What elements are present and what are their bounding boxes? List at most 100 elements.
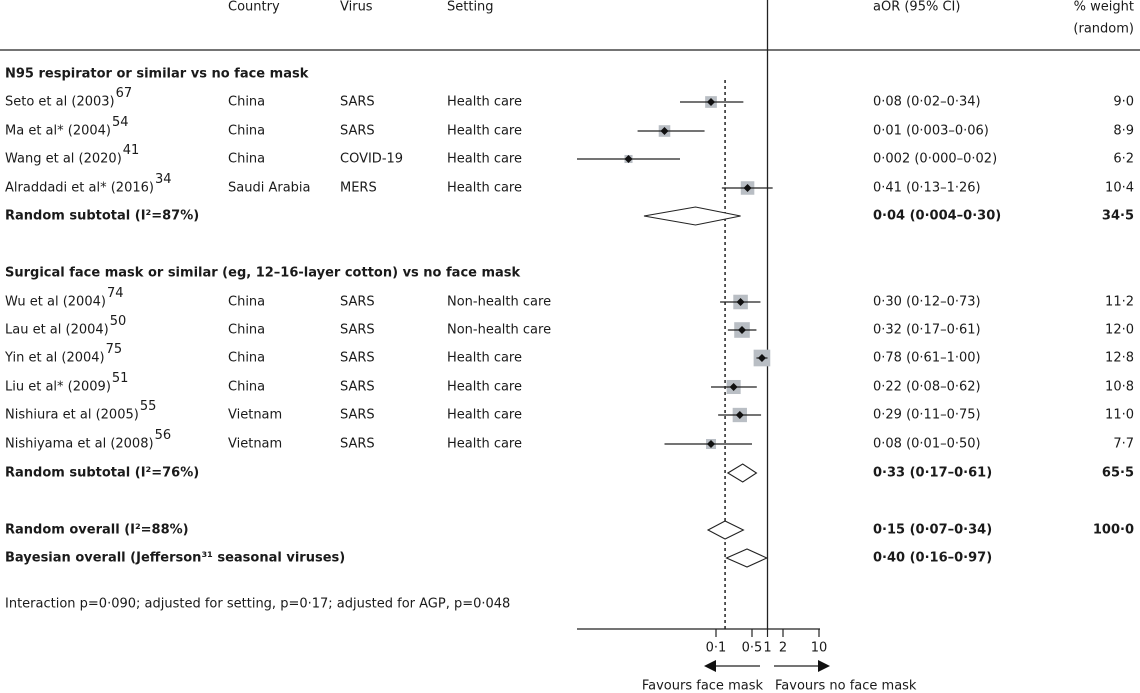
- study-ref: 50: [110, 314, 127, 329]
- study-virus: SARS: [340, 295, 375, 310]
- study-ref: 34: [155, 172, 172, 187]
- study-weight: 12·8: [1105, 351, 1134, 366]
- study-aor-ci: 0·78 (0·61–1·00): [873, 351, 981, 366]
- subtotal-label: Random subtotal (I²=76%): [5, 466, 199, 481]
- study-weight: 10·8: [1105, 380, 1134, 395]
- favours-right-label: Favours no face mask: [775, 679, 917, 693]
- study-name: Liu et al* (2009): [5, 380, 111, 395]
- point-estimate: [624, 155, 633, 163]
- arrow-left-icon: [704, 660, 716, 672]
- study-name: Lau et al (2004): [5, 323, 109, 338]
- study-setting: Health care: [447, 95, 522, 110]
- point-estimate: [660, 127, 669, 135]
- study-country: China: [228, 152, 265, 167]
- study-aor-ci: 0·41 (0·13–1·26): [873, 181, 981, 196]
- study-aor-ci: 0·002 (0·000–0·02): [873, 152, 997, 167]
- study-virus: SARS: [340, 323, 375, 338]
- header-country: Country: [228, 0, 280, 15]
- group-title: N95 respirator or similar vs no face mas…: [5, 67, 309, 82]
- study-country: China: [228, 323, 265, 338]
- study-ref: 55: [140, 399, 157, 414]
- study-country: China: [228, 95, 265, 110]
- study-name: Nishiura et al (2005): [5, 408, 139, 423]
- subtotal-diamond: [726, 463, 758, 483]
- study-aor-ci: 0·01 (0·003–0·06): [873, 124, 989, 139]
- study-name: Wang et al (2020): [5, 152, 122, 167]
- study-country: Vietnam: [228, 408, 282, 423]
- study-name: Wu et al (2004): [5, 295, 106, 310]
- study-ref: 41: [123, 143, 140, 158]
- study-aor-ci: 0·32 (0·17–0·61): [873, 323, 981, 338]
- overall-aor-ci: 0·40 (0·16–0·97): [873, 551, 992, 566]
- x-tick-label: 1: [763, 641, 771, 656]
- study-country: China: [228, 124, 265, 139]
- study-name: Yin et al (2004): [4, 351, 105, 366]
- overall-aor-ci: 0·15 (0·07–0·34): [873, 523, 992, 538]
- subtotal-label: Random subtotal (I²=87%): [5, 209, 199, 224]
- study-setting: Health care: [447, 437, 522, 452]
- point-estimate: [735, 411, 744, 419]
- study-country: China: [228, 295, 265, 310]
- header-weight-random: (random): [1073, 22, 1134, 37]
- point-estimate: [743, 184, 752, 192]
- x-tick-label: 0·1: [706, 641, 727, 656]
- header-setting: Setting: [447, 0, 494, 15]
- point-estimate: [707, 98, 716, 106]
- study-ref: 51: [112, 371, 129, 386]
- study-name: Alraddadi et al* (2016): [5, 181, 154, 196]
- study-setting: Health care: [447, 152, 522, 167]
- study-setting: Non-health care: [447, 323, 551, 338]
- study-name: Nishiyama et al (2008): [5, 437, 154, 452]
- study-setting: Health care: [447, 408, 522, 423]
- study-aor-ci: 0·22 (0·08–0·62): [873, 380, 981, 395]
- x-tick-label: 0·5: [742, 641, 763, 656]
- study-ref: 56: [155, 428, 172, 443]
- study-ref: 54: [112, 115, 129, 130]
- subtotal-weight: 34·5: [1102, 209, 1134, 224]
- study-aor-ci: 0·08 (0·01–0·50): [873, 437, 981, 452]
- study-weight: 11·0: [1105, 408, 1134, 423]
- study-ref: 75: [106, 342, 123, 357]
- study-ref: 74: [107, 286, 124, 301]
- point-estimate: [729, 383, 738, 391]
- study-name: Seto et al (2003): [5, 95, 115, 110]
- study-weight: 12·0: [1105, 323, 1134, 338]
- group-title: Surgical face mask or similar (eg, 12–16…: [5, 266, 521, 281]
- study-weight: 7·7: [1113, 437, 1134, 452]
- study-virus: SARS: [340, 351, 375, 366]
- study-aor-ci: 0·30 (0·12–0·73): [873, 295, 981, 310]
- study-weight: 6·2: [1113, 152, 1134, 167]
- overall-label: Bayesian overall (Jefferson³¹ seasonal v…: [5, 551, 345, 566]
- overall-diamond: [706, 520, 745, 540]
- study-virus: SARS: [340, 124, 375, 139]
- overall-diamond: [725, 548, 769, 568]
- overall-label: Random overall (I²=88%): [5, 523, 189, 538]
- study-country: China: [228, 351, 265, 366]
- x-tick-label: 2: [779, 641, 787, 656]
- interaction-footnote: Interaction p=0·090; adjusted for settin…: [5, 597, 510, 612]
- study-aor-ci: 0·08 (0·02–0·34): [873, 95, 981, 110]
- study-country: Saudi Arabia: [228, 181, 311, 196]
- study-weight: 9·0: [1113, 95, 1134, 110]
- header-weight: % weight: [1074, 0, 1134, 15]
- point-estimate: [738, 326, 747, 334]
- subtotal-diamond: [643, 206, 741, 226]
- x-tick-label: 10: [811, 641, 828, 656]
- study-setting: Non-health care: [447, 295, 551, 310]
- header-aor: aOR (95% CI): [873, 0, 960, 15]
- study-weight: 11·2: [1105, 295, 1134, 310]
- favours-left-label: Favours face mask: [642, 679, 764, 693]
- study-setting: Health care: [447, 380, 522, 395]
- overall-weight: 100·0: [1093, 523, 1134, 538]
- study-virus: SARS: [340, 408, 375, 423]
- study-country: China: [228, 380, 265, 395]
- study-virus: COVID-19: [340, 152, 403, 167]
- study-weight: 8·9: [1113, 124, 1134, 139]
- header-virus: Virus: [340, 0, 373, 15]
- study-setting: Health care: [447, 351, 522, 366]
- study-virus: MERS: [340, 181, 377, 196]
- study-ref: 67: [116, 86, 133, 101]
- point-estimate: [736, 298, 745, 306]
